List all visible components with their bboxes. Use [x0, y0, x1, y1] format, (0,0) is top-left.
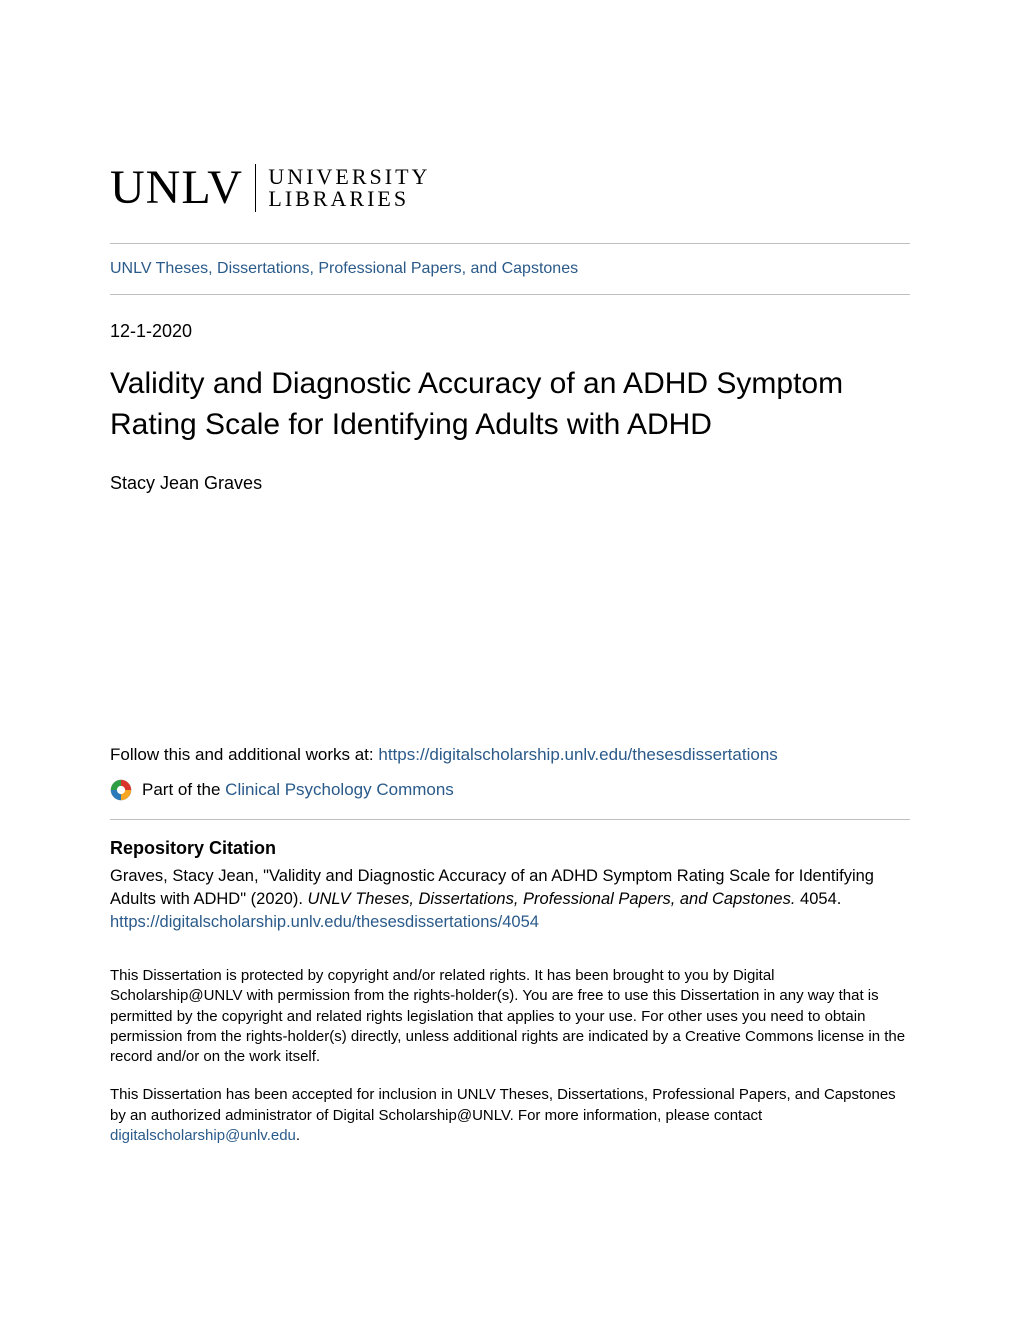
metadata-block: Follow this and additional works at: htt…: [110, 745, 910, 1146]
contact-email-link[interactable]: digitalscholarship@unlv.edu: [110, 1127, 296, 1144]
follow-url-link[interactable]: https://digitalscholarship.unlv.edu/thes…: [378, 745, 777, 764]
citation-url-link[interactable]: https://digitalscholarship.unlv.edu/thes…: [110, 913, 539, 931]
institution-logo: UNLV UNIVERSITY LIBRARIES: [110, 160, 910, 215]
citation-italic: UNLV Theses, Dissertations, Professional…: [308, 890, 796, 908]
author-name: Stacy Jean Graves: [110, 473, 910, 494]
logo-divider: [255, 164, 257, 212]
acceptance-statement: This Dissertation has been accepted for …: [110, 1085, 910, 1146]
acceptance-suffix: .: [296, 1127, 300, 1144]
follow-prefix: Follow this and additional works at:: [110, 745, 378, 764]
part-of-prefix: Part of the: [142, 780, 225, 799]
rights-statement: This Dissertation is protected by copyri…: [110, 966, 910, 1067]
acceptance-text: This Dissertation has been accepted for …: [110, 1086, 896, 1123]
divider-line: [110, 294, 910, 295]
citation-text: Graves, Stacy Jean, "Validity and Diagno…: [110, 865, 910, 911]
collection-row: UNLV Theses, Dissertations, Professional…: [110, 244, 910, 294]
document-title: Validity and Diagnostic Accuracy of an A…: [110, 364, 910, 445]
collection-link[interactable]: UNLV Theses, Dissertations, Professional…: [110, 260, 578, 277]
logo-libraries-text: UNIVERSITY LIBRARIES: [268, 166, 430, 210]
commons-link[interactable]: Clinical Psychology Commons: [225, 780, 454, 799]
publication-date: 12-1-2020: [110, 321, 910, 342]
citation-after-italic: 4054.: [795, 890, 841, 908]
follow-line: Follow this and additional works at: htt…: [110, 745, 910, 765]
part-of-line: Part of the Clinical Psychology Commons: [110, 779, 910, 801]
network-commons-icon: [110, 779, 132, 801]
divider-line: [110, 819, 910, 820]
logo-unlv-text: UNLV: [110, 160, 243, 215]
citation-url-line: https://digitalscholarship.unlv.edu/thes…: [110, 913, 910, 932]
repository-citation-heading: Repository Citation: [110, 838, 910, 859]
